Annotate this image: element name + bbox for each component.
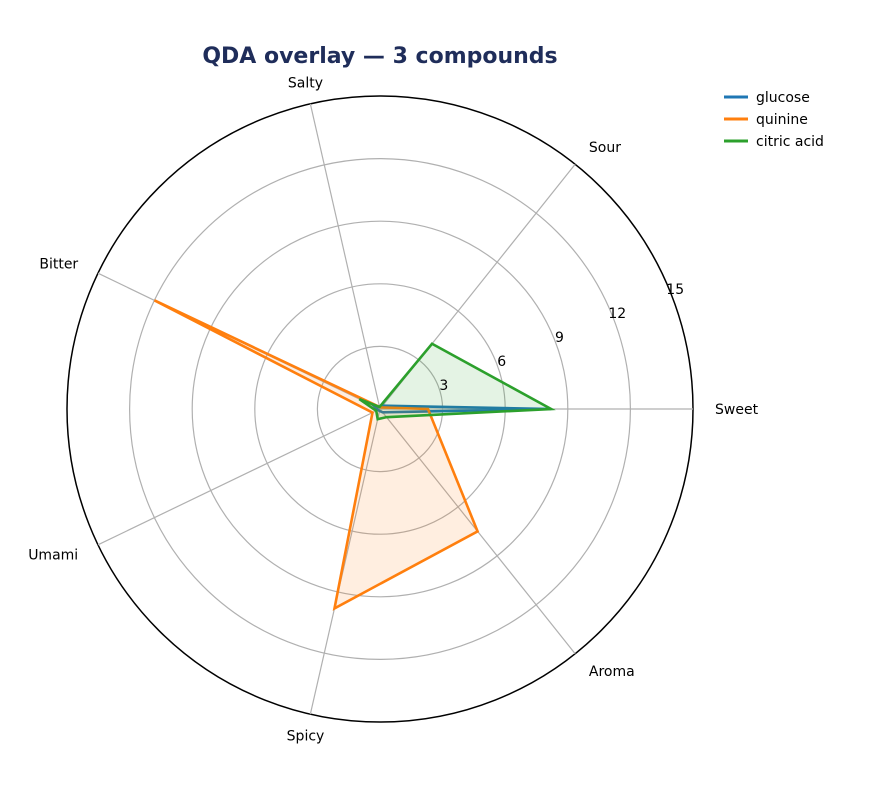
series-line [358,342,556,421]
axis-label: Spicy [287,729,325,745]
legend-label: quinine [756,112,808,128]
r-tick-label: 9 [555,330,564,346]
legend-label: citric acid [756,134,824,150]
chart-title: QDA overlay — 3 compounds [202,44,557,69]
axis-label: Sweet [715,402,759,418]
radar-labels: Sweet Sour Salty Bitter Umami Spicy Aroma 3 6 9 12… [28,75,758,744]
axis-label: Salty [288,75,323,91]
series-line [153,299,480,611]
axis-label: Umami [28,547,78,563]
r-tick-label: 15 [666,282,684,298]
grid-spoke [97,408,381,546]
series-area [359,343,552,420]
r-tick-label: 3 [439,378,448,394]
series-line [370,404,552,414]
axis-label: Sour [589,140,621,156]
axis-label: Aroma [589,664,635,680]
axis-label: Bitter [39,257,78,273]
r-tick-label: 6 [497,354,506,370]
r-tick-label: 12 [608,306,626,322]
grid-spoke [309,408,381,715]
legend: glucose quinine citric acid [724,90,824,150]
grid-spoke [309,103,381,410]
radar-series [153,299,556,611]
series-area [154,300,478,609]
legend-label: glucose [756,90,810,106]
